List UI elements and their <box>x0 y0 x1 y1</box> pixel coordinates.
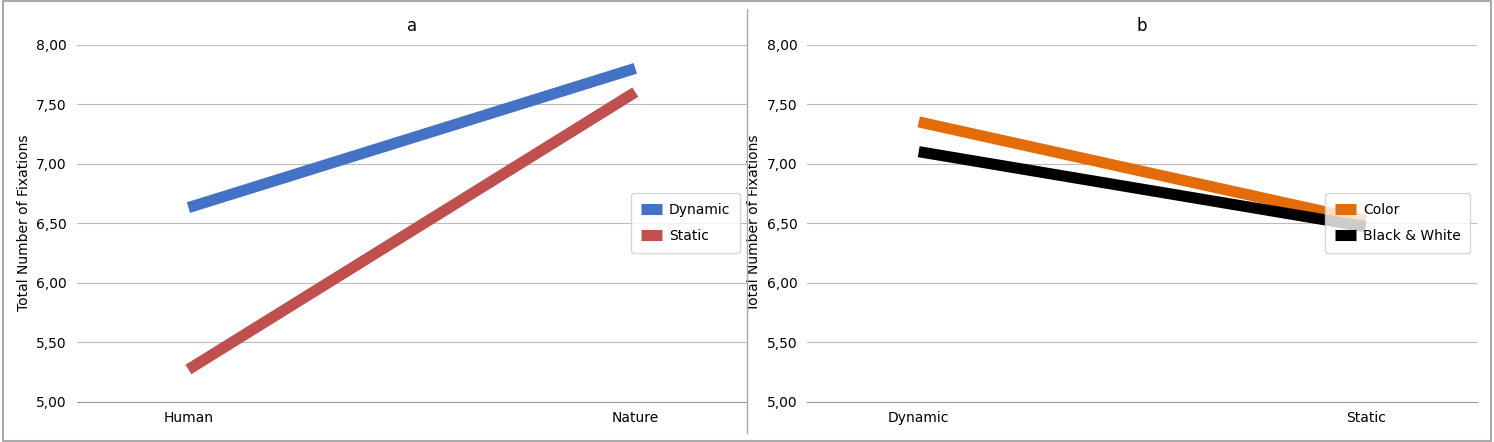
Title: b: b <box>1137 17 1147 34</box>
Title: a: a <box>406 17 417 34</box>
Line: Color: Color <box>919 122 1366 221</box>
Y-axis label: Total Number of Fixations: Total Number of Fixations <box>16 135 31 311</box>
Color <box>910 119 928 125</box>
Black & White <box>1357 224 1374 229</box>
Static <box>626 90 644 95</box>
Dynamic <box>179 205 197 210</box>
Color <box>1357 218 1374 223</box>
Legend: Dynamic, Static: Dynamic, Static <box>632 193 740 253</box>
Line: Black & White: Black & White <box>919 152 1366 227</box>
Legend: Color, Black & White: Color, Black & White <box>1325 193 1470 253</box>
Line: Static: Static <box>188 92 635 370</box>
Static <box>179 367 197 372</box>
Dynamic <box>626 66 644 71</box>
Line: Dynamic: Dynamic <box>188 69 635 208</box>
Y-axis label: Total Number of Fixations: Total Number of Fixations <box>747 135 760 311</box>
Black & White <box>910 149 928 154</box>
